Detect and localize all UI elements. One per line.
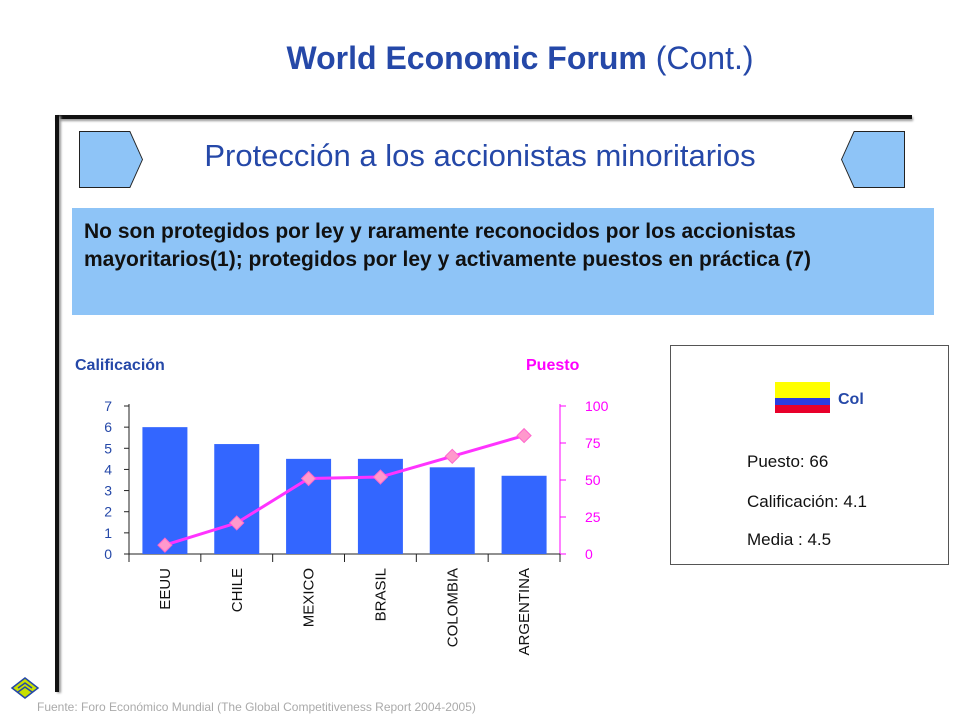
bar-colombia (429, 467, 475, 554)
category-label: EEUU (157, 568, 174, 610)
category-label: COLOMBIA (444, 568, 461, 647)
category-label: MEXICO (301, 568, 318, 627)
left-tick-label: 6 (104, 419, 112, 435)
country-context-box (670, 345, 949, 565)
rank-point-colombia (444, 448, 460, 465)
right-tick-label: 75 (585, 435, 601, 451)
rank-point-brasil (372, 469, 389, 485)
left-tick-label: 2 (104, 504, 112, 520)
score-stat: Calificación: 4.1 (747, 492, 868, 511)
left-tab-shape (80, 132, 142, 187)
left-tick-label: 5 (104, 440, 112, 456)
category-label: BRASIL (372, 568, 389, 621)
title-main: World Economic Forum (286, 40, 647, 76)
left-tick-label: 4 (104, 461, 112, 477)
left-tick-label: 3 (104, 483, 112, 499)
frame-top-rule (55, 115, 912, 119)
colombia-flag (775, 382, 830, 413)
flag-red-band (775, 405, 830, 413)
rank-point-eeuu (157, 537, 173, 553)
rank-point-chile (229, 515, 245, 531)
left-tick-label: 7 (104, 398, 112, 414)
mean-stat: Media : 4.5 (747, 530, 832, 549)
right-tick-label: 100 (585, 398, 609, 414)
source-note: Fuente: Foro Económico Mundial (The Glob… (37, 700, 476, 714)
rank-stat: Puesto: 66 (747, 452, 829, 471)
country-label: Col (838, 391, 864, 408)
left-tick-label: 1 (104, 525, 112, 541)
page-title: World Economic Forum (Cont.) (0, 40, 960, 77)
bar-argentina (501, 475, 547, 554)
flag-blue-band (775, 397, 830, 406)
rank-line (164, 434, 525, 547)
rank-point-argentina (516, 427, 532, 444)
right-tick-label: 50 (585, 472, 601, 488)
info-box: No son protegidos por ley y raramente re… (72, 208, 934, 315)
bar-eeuu (142, 427, 188, 554)
title-cont: (Cont.) (655, 40, 754, 76)
frame-left-rule (55, 115, 59, 692)
right-axis-title: Puesto (526, 357, 580, 374)
left-tick-label: 0 (104, 546, 112, 562)
section-subtitle: Protección a los accionistas minoritario… (204, 138, 756, 173)
flag-yellow-band (775, 382, 830, 398)
category-label: ARGENTINA (516, 568, 533, 656)
right-tick-label: 25 (585, 509, 601, 525)
bar-chile (214, 444, 260, 554)
category-label: CHILE (229, 568, 246, 612)
rank-point-mexico (300, 470, 317, 487)
logo-icon (10, 677, 40, 699)
right-tick-label: 0 (585, 546, 593, 562)
right-tab-shape (842, 132, 904, 187)
left-axis-title: Calificación (75, 357, 165, 374)
